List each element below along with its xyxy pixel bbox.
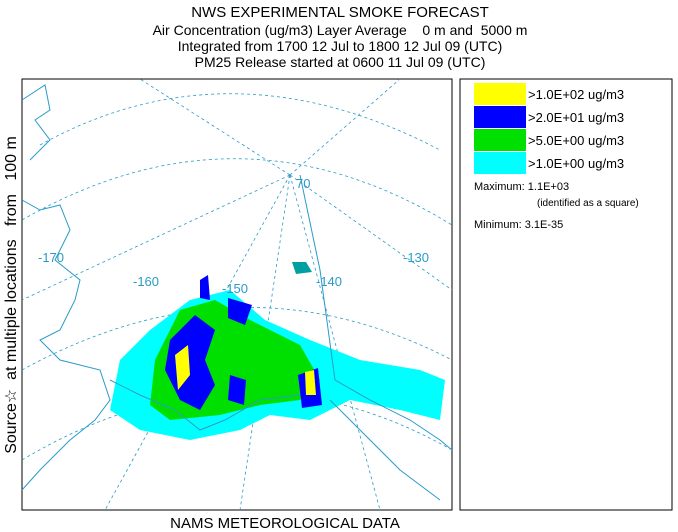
border <box>299 174 453 451</box>
longitude-line <box>21 174 291 301</box>
legend-swatch <box>474 129 526 151</box>
legend-swatch <box>474 83 526 105</box>
map-label: -140 <box>316 274 342 289</box>
coastline <box>109 379 441 501</box>
longitude-line <box>104 174 291 511</box>
legend-label: >1.0E+02 ug/m3 <box>528 87 624 102</box>
legend: >1.0E+02 ug/m3 >2.0E+01 ug/m3 >5.0E+00 ug/… <box>459 78 673 511</box>
map-label: -160 <box>133 274 159 289</box>
legend-maximum: Maximum: 1.1E+03 <box>474 181 569 193</box>
legend-items: >1.0E+02 ug/m3 >2.0E+01 ug/m3 >5.0E+00 ug/… <box>474 83 624 174</box>
legend-label: >1.0E+00 ug/m3 <box>528 156 624 171</box>
legend-minimum: Minimum: 3.1E-35 <box>474 219 563 231</box>
smoke-area <box>200 275 322 408</box>
legend-label: >5.0E+00 ug/m3 <box>528 133 624 148</box>
smoke-area <box>292 262 312 274</box>
map-label: -150 <box>222 281 248 296</box>
map-frame <box>21 78 453 511</box>
subtitle: PM25 Release started at 0600 11 Jul 09 (… <box>195 54 486 70</box>
map-label: -170 <box>38 250 64 265</box>
smoke-area <box>165 315 215 410</box>
legend-note: (identified as a square) <box>537 198 639 209</box>
legend-swatch <box>474 106 526 128</box>
subtitle: Air Concentration (ug/m3) Layer Average … <box>153 22 528 38</box>
coastline <box>21 84 111 491</box>
legend-swatch <box>474 152 526 174</box>
latitude-line <box>21 158 453 226</box>
side-label: Source☆ at multiple locations from 100 m <box>3 136 20 454</box>
latitude-line <box>39 93 441 151</box>
longitude-line <box>289 174 381 511</box>
longitude-line <box>289 78 401 176</box>
subtitle: Integrated from 1700 12 Jul to 1800 12 J… <box>178 38 503 54</box>
title: NWS EXPERIMENTAL SMOKE FORECAST <box>191 4 489 21</box>
footer: NAMS METEOROLOGICAL DATA <box>170 515 400 532</box>
map-label: 70 <box>296 176 310 191</box>
map: -170 -160 -150 -140 -130 70 <box>21 78 453 511</box>
map-label: -130 <box>403 250 429 265</box>
latitude-line <box>21 307 453 371</box>
legend-label: >2.0E+01 ug/m3 <box>528 110 624 125</box>
